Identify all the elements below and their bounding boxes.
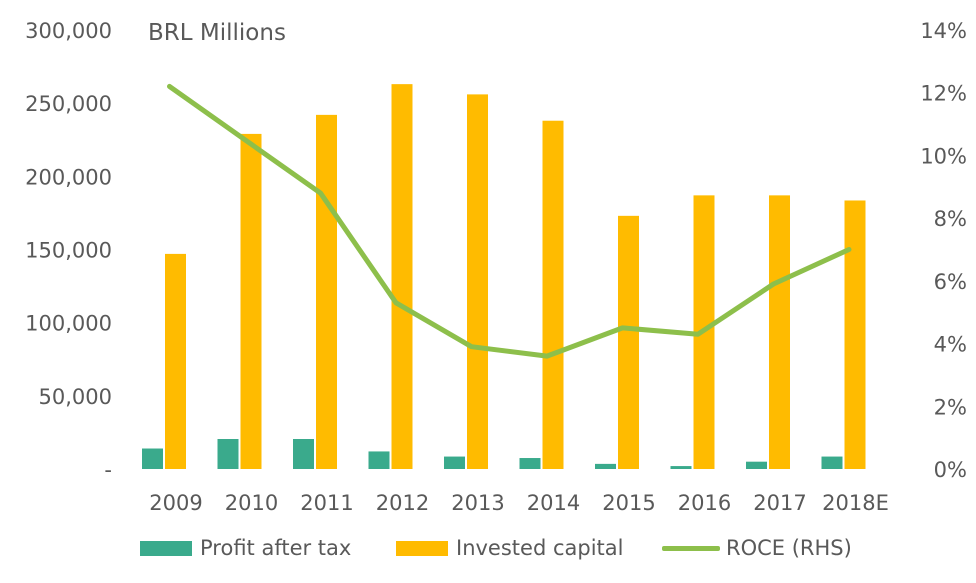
- x-tick-label: 2013: [451, 491, 504, 515]
- left-tick-label: 300,000: [25, 19, 112, 43]
- x-tick-label: 2009: [149, 491, 202, 515]
- unit-label: BRL Millions: [148, 20, 286, 46]
- x-tick-label: 2018E: [822, 491, 889, 515]
- right-tick-label: 2%: [934, 395, 967, 419]
- legend-swatch-invested: [396, 540, 448, 556]
- bar-profit-after-tax: [670, 466, 692, 469]
- legend-label-roce: ROCE (RHS): [726, 536, 852, 560]
- left-tick-label: 200,000: [25, 165, 112, 189]
- x-tick-label: 2011: [300, 491, 353, 515]
- legend-swatch-profit: [140, 540, 192, 556]
- legend-item-roce: ROCE (RHS): [662, 536, 852, 560]
- right-tick-label: 10%: [920, 144, 967, 168]
- legend-label-profit: Profit after tax: [200, 536, 352, 560]
- bar-profit-after-tax: [746, 461, 767, 469]
- x-axis: 2009 2010 2011 2012 2013 2014 2015 2016 2017 2018…: [149, 491, 889, 515]
- left-tick-label: 50,000: [39, 385, 112, 409]
- right-tick-label: 12%: [920, 82, 967, 106]
- bar-profit-after-tax: [519, 458, 541, 469]
- bar-profit-after-tax: [142, 448, 163, 469]
- bar-invested-capital: [618, 215, 639, 469]
- x-tick-label: 2012: [376, 491, 429, 515]
- left-tick-label: 250,000: [25, 92, 112, 116]
- left-tick-label: 150,000: [25, 239, 112, 263]
- right-tick-label: 8%: [934, 207, 967, 231]
- legend-item-profit: Profit after tax: [140, 536, 351, 560]
- bar-profit-after-tax: [368, 451, 390, 469]
- right-tick-label: 0%: [934, 458, 967, 482]
- right-tick-label: 4%: [934, 333, 967, 357]
- bar-invested-capital: [391, 84, 413, 469]
- bar-profit-after-tax: [821, 456, 843, 469]
- bar-invested-capital: [542, 120, 564, 469]
- right-axis: 14% 12% 10% 8% 6% 4% 2% 0%: [920, 19, 967, 482]
- bar-profit-after-tax: [293, 439, 314, 469]
- legend: Profit after tax Invested capital ROCE (…: [0, 536, 976, 570]
- left-axis: 300,000 250,000 200,000 150,000 100,000 50,00…: [25, 19, 112, 482]
- left-tick-label: 100,000: [25, 312, 112, 336]
- x-tick-label: 2017: [753, 491, 806, 515]
- bar-invested-capital: [467, 94, 488, 470]
- roce-line: [167, 83, 852, 359]
- x-tick-label: 2010: [225, 491, 278, 515]
- bar-invested-capital: [316, 114, 337, 469]
- bar-profit-after-tax: [217, 439, 239, 469]
- bar-invested-capital: [165, 253, 186, 469]
- bars: [142, 84, 866, 470]
- bar-invested-capital: [240, 133, 262, 469]
- roce-series-line: [167, 83, 852, 359]
- left-tick-label: -: [104, 458, 112, 482]
- right-tick-label: 14%: [920, 19, 967, 43]
- legend-label-invested: Invested capital: [456, 536, 624, 560]
- x-tick-label: 2015: [602, 491, 655, 515]
- bar-profit-after-tax: [595, 463, 616, 469]
- legend-swatch-roce: [662, 545, 720, 551]
- legend-item-invested: Invested capital: [396, 536, 623, 560]
- right-tick-label: 6%: [934, 270, 967, 294]
- bar-profit-after-tax: [444, 456, 465, 469]
- x-tick-label: 2014: [527, 491, 580, 515]
- bar-invested-capital: [844, 200, 866, 469]
- bar-invested-capital: [769, 195, 790, 469]
- x-tick-label: 2016: [678, 491, 731, 515]
